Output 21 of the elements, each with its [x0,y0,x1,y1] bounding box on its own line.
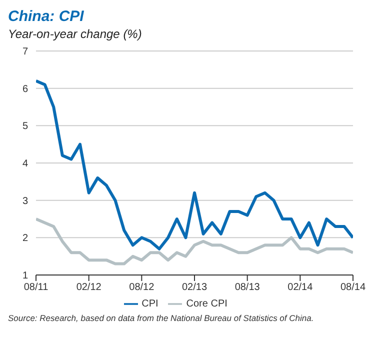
y-tick-label: 4 [22,158,28,170]
x-tick-label: 08/13 [234,282,260,294]
line-series [36,218,353,266]
line-series [36,79,353,250]
y-tick-label: 2 [22,233,28,244]
y-tick-label: 6 [22,84,28,95]
legend-label: CPI [142,298,158,310]
y-tick-label: 7 [22,46,28,58]
legend-label: Core CPI [186,298,228,310]
x-tick-label: 08/11 [24,282,49,294]
x-tick-label: 08/12 [129,282,155,294]
x-tick-label: 08/14 [340,282,366,294]
chart-subtitle: Year-on-year change (%) [8,27,143,41]
source-note: Source: Research, based on data from the National Bureau of Statistics of China. [8,313,315,323]
y-tick-label: 5 [22,121,28,132]
x-tick-label: 02/12 [76,282,102,294]
x-tick-label: 02/13 [182,282,208,294]
y-tick-label: 1 [22,270,28,282]
y-tick-label: 3 [22,196,28,207]
chart-title: China: CPI [8,8,85,25]
x-tick-label: 02/14 [288,282,314,294]
